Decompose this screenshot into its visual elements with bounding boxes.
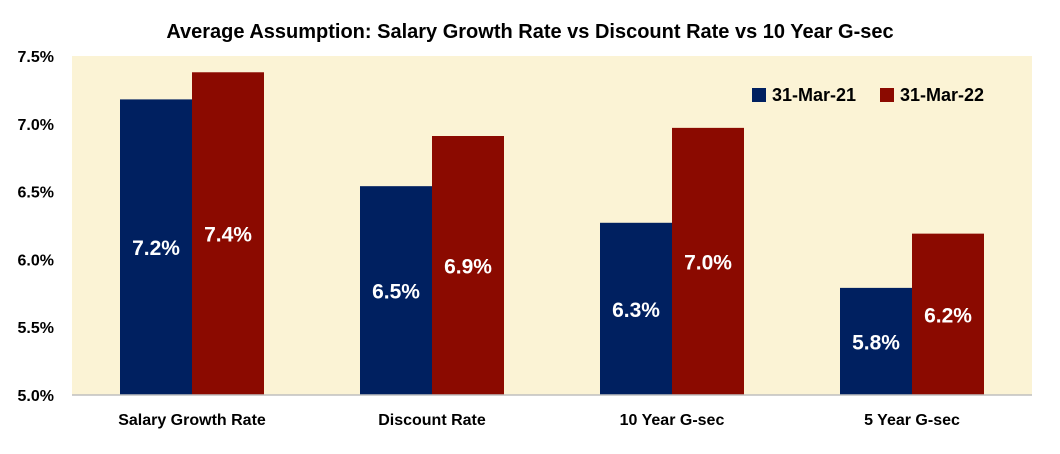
y-tick-label-4: 7.0% — [18, 117, 54, 134]
bars-layer — [120, 72, 984, 396]
data-labels: 7.2% 7.4% 6.5% 6.9% 6.3% 7.0% 5.8% 6.2% — [132, 224, 972, 355]
data-label-3-1: 6.2% — [924, 304, 972, 327]
data-label-0-0: 7.2% — [132, 237, 180, 260]
bar-1-0 — [360, 186, 432, 395]
x-tick-label-3: 5 Year G-sec — [864, 412, 960, 429]
y-tick-label-3: 6.5% — [18, 185, 54, 202]
y-tick-label-1: 5.5% — [18, 320, 54, 337]
y-tick-label-0: 5.0% — [18, 388, 54, 405]
data-label-0-1: 7.4% — [204, 224, 252, 247]
bar-1-1 — [432, 136, 504, 395]
bar-0-1 — [192, 72, 264, 395]
x-tick-label-2: 10 Year G-sec — [620, 412, 725, 429]
data-label-2-1: 7.0% — [684, 251, 732, 274]
y-tick-label-5: 7.5% — [18, 49, 54, 66]
data-label-2-0: 6.3% — [612, 299, 660, 322]
bar-3-1 — [912, 233, 984, 395]
bar-0-0 — [120, 99, 192, 395]
y-axis: 5.0% 5.5% 6.0% 6.5% 7.0% 7.5% — [18, 49, 54, 405]
legend-label-1: 31-Mar-22 — [900, 85, 984, 105]
legend-swatch-0 — [752, 88, 766, 102]
bar-2-0 — [600, 222, 672, 395]
x-tick-label-1: Discount Rate — [378, 412, 486, 429]
data-label-1-1: 6.9% — [444, 256, 492, 279]
legend-label-0: 31-Mar-21 — [772, 85, 856, 105]
bar-2-1 — [672, 127, 744, 396]
legend-swatch-1 — [880, 88, 894, 102]
data-label-3-0: 5.8% — [852, 331, 900, 354]
bar-3-0 — [840, 287, 912, 395]
y-tick-label-2: 6.0% — [18, 252, 54, 269]
legend: 31-Mar-21 31-Mar-22 — [752, 85, 984, 105]
chart-title: Average Assumption: Salary Growth Rate v… — [166, 21, 893, 43]
x-axis: Salary Growth Rate Discount Rate 10 Year G… — [72, 394, 1032, 429]
x-tick-label-0: Salary Growth Rate — [118, 412, 266, 429]
data-label-1-0: 6.5% — [372, 281, 420, 304]
